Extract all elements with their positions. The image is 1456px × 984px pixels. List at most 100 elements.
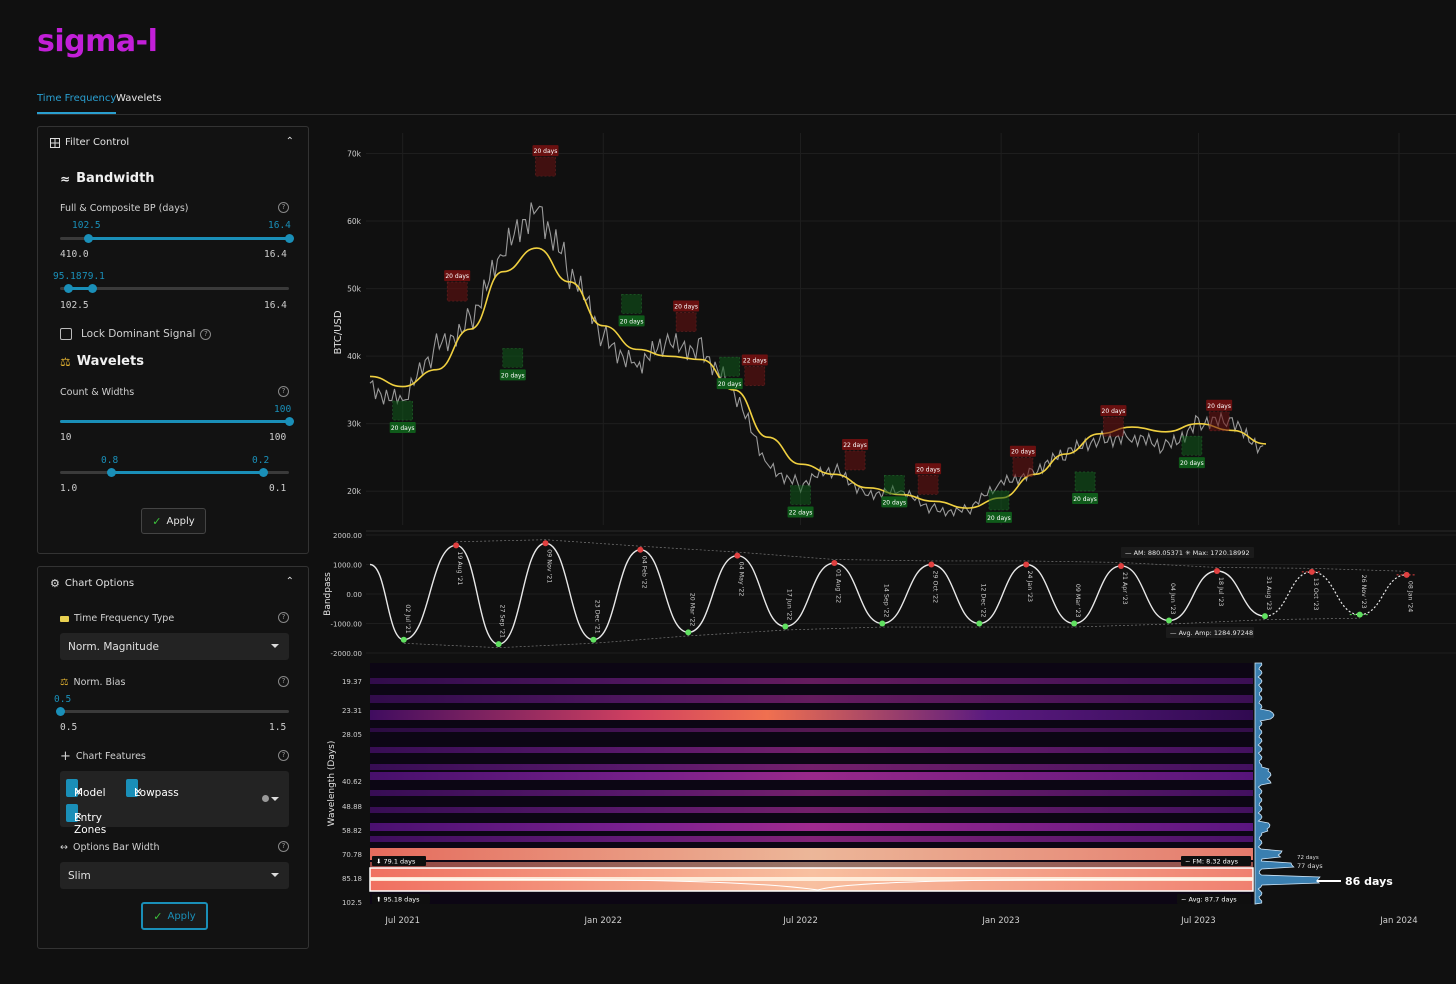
close-icon[interactable]: ✕ [74, 812, 83, 823]
help-icon[interactable]: ? [278, 841, 289, 852]
slider-handle[interactable] [285, 234, 294, 243]
legend-box [1166, 627, 1254, 638]
composite-slider-min: 102.5 [60, 300, 89, 311]
spectral-band [370, 764, 1253, 770]
chart-features-multiselect[interactable]: Model ✕ Lowpass ✕ Entry Zones ✕ [60, 771, 289, 836]
chevron-down-icon[interactable] [271, 797, 279, 801]
label-box [1072, 492, 1099, 504]
label-text: 20 days [718, 381, 742, 388]
norm-bias-min: 0.5 [60, 722, 78, 733]
chip-label: Entry Zones [74, 812, 107, 836]
label-box [741, 354, 768, 366]
chart-apply-button[interactable]: ✓ Apply [141, 902, 208, 930]
bandwidth-label: Full & Composite BP (days) [60, 203, 189, 214]
chart-apply-label: Apply [167, 910, 196, 922]
bar-width-select[interactable]: Slim [60, 862, 289, 889]
scale-icon: ⚖ [60, 677, 69, 688]
count-slider-max: 100 [269, 432, 287, 443]
spectral-band [370, 807, 1253, 813]
wavelet-count-slider[interactable] [60, 417, 294, 426]
bandwidth-title: Bandwidth [76, 171, 155, 186]
time-frequency-chart[interactable]: 70k 60k 50k 40k 30k 20k BTC/USD 20 days 20 days… [318, 125, 1456, 935]
slider-handle[interactable] [107, 468, 116, 477]
count-slider-value: 100 [274, 404, 292, 415]
bandwidth-heading: ≈ Bandwidth [60, 171, 155, 186]
entry-zone-box [1074, 471, 1096, 492]
spectral-band [370, 695, 1253, 703]
slider-handle[interactable] [64, 284, 73, 293]
avg-label: ~ Avg: 87.7 days [1181, 896, 1237, 904]
bandpass-peak: 09 Nov '21 [542, 540, 552, 583]
marker-date-label: 14 Sep '22 [882, 584, 889, 618]
slider-handle[interactable] [88, 284, 97, 293]
bp-composite-slider[interactable] [60, 284, 289, 293]
tab-wavelets[interactable]: Wavelets [116, 93, 162, 104]
clear-all-icon[interactable] [262, 795, 269, 802]
chart-options-header[interactable]: ⚙ Chart Options [50, 577, 134, 590]
bandpass-legend: — AM: 880.05371 ✳ Max: 1720.18992 — Avg. … [1121, 547, 1254, 638]
bandpass-peak: 04 Feb '22 [637, 546, 647, 589]
slider-handle[interactable] [285, 417, 294, 426]
bandpass-trough: 09 Mar '23 [1071, 584, 1081, 627]
chart-options-panel: ⚙ Chart Options ⌃ Time Frequency Type ? … [37, 566, 309, 949]
bar-width-value: Slim [68, 870, 91, 882]
filter-apply-button[interactable]: ✓ Apply [141, 508, 206, 534]
slider-handle[interactable] [84, 234, 93, 243]
fm-label: ~ FM: 8.32 days [1185, 858, 1239, 866]
chevron-up-icon[interactable]: ⌃ [285, 136, 294, 147]
help-icon[interactable]: ? [278, 750, 289, 761]
chip-entry-zones[interactable]: Entry Zones ✕ [66, 804, 106, 836]
slider-handle[interactable] [56, 707, 65, 716]
wavelength-trace [369, 878, 1254, 891]
help-icon[interactable]: ? [278, 202, 289, 213]
norm-bias-slider[interactable] [56, 707, 289, 716]
marker-date-label: 20 Mar '22 [688, 593, 695, 627]
close-icon[interactable]: ✕ [134, 787, 143, 798]
label-box [716, 378, 743, 390]
marker-dot [1213, 567, 1220, 574]
bandpass-trough: 23 Dec '21 [590, 600, 600, 643]
y-tick-label: 40.62 [342, 778, 362, 786]
help-icon[interactable]: ? [200, 328, 212, 340]
y-tick-label: 70.78 [342, 851, 362, 859]
label-box [1206, 399, 1233, 411]
filter-control-header[interactable]: Filter Control [50, 137, 129, 148]
chip-lowpass[interactable]: Lowpass ✕ [126, 779, 179, 799]
help-icon[interactable]: ? [278, 386, 289, 397]
bandpass-trough: 31 Aug '23 [1261, 576, 1272, 620]
trough-label: 20 days [618, 294, 645, 327]
y-tick-label: 30k [347, 420, 362, 429]
spectral-band [370, 710, 1253, 720]
label-text: 22 days [843, 442, 867, 449]
marker-dot [1118, 562, 1125, 569]
label-text: 20 days [620, 318, 644, 325]
spectral-band [370, 790, 1253, 796]
marker-date-label: 26 Nov '23 [1360, 575, 1367, 609]
x-tick-label: Jul 2022 [782, 916, 818, 926]
help-icon[interactable]: ? [278, 676, 289, 687]
lock-dominant-checkbox[interactable] [60, 328, 72, 340]
y-tick-label: 20k [347, 487, 362, 496]
bp-slider-low-value: 102.5 [72, 220, 101, 231]
help-icon[interactable]: ? [278, 612, 289, 623]
close-icon[interactable]: ✕ [74, 787, 83, 798]
band-high-label: ⬆ 95.18 days [376, 896, 420, 904]
tab-time-frequency[interactable]: Time Frequency [37, 93, 117, 114]
wavelet-width-slider[interactable] [60, 468, 289, 477]
chip-model[interactable]: Model ✕ [66, 779, 106, 799]
label-text: 20 days [1073, 496, 1097, 503]
y-tick-label: 40k [347, 352, 362, 361]
bandpass-trough: 26 Nov '23 [1349, 575, 1370, 618]
bp-full-slider[interactable] [60, 234, 294, 243]
marker-date-label: 04 Jun '23 [1169, 583, 1176, 615]
label-box [787, 506, 814, 518]
tf-type-select[interactable]: Norm. Magnitude [60, 633, 289, 660]
chevron-up-icon[interactable]: ⌃ [285, 576, 294, 587]
label-box [842, 438, 869, 450]
marker-dot [782, 623, 789, 630]
lock-dominant-row[interactable]: Lock Dominant Signal ? [60, 328, 212, 340]
slider-handle[interactable] [259, 468, 268, 477]
norm-bias-label: ⚖ Norm. Bias [60, 677, 125, 688]
legend-am-max: — AM: 880.05371 ✳ Max: 1720.18992 [1125, 549, 1250, 557]
bandpass-peak: 21 Apr '23 [1118, 562, 1128, 605]
